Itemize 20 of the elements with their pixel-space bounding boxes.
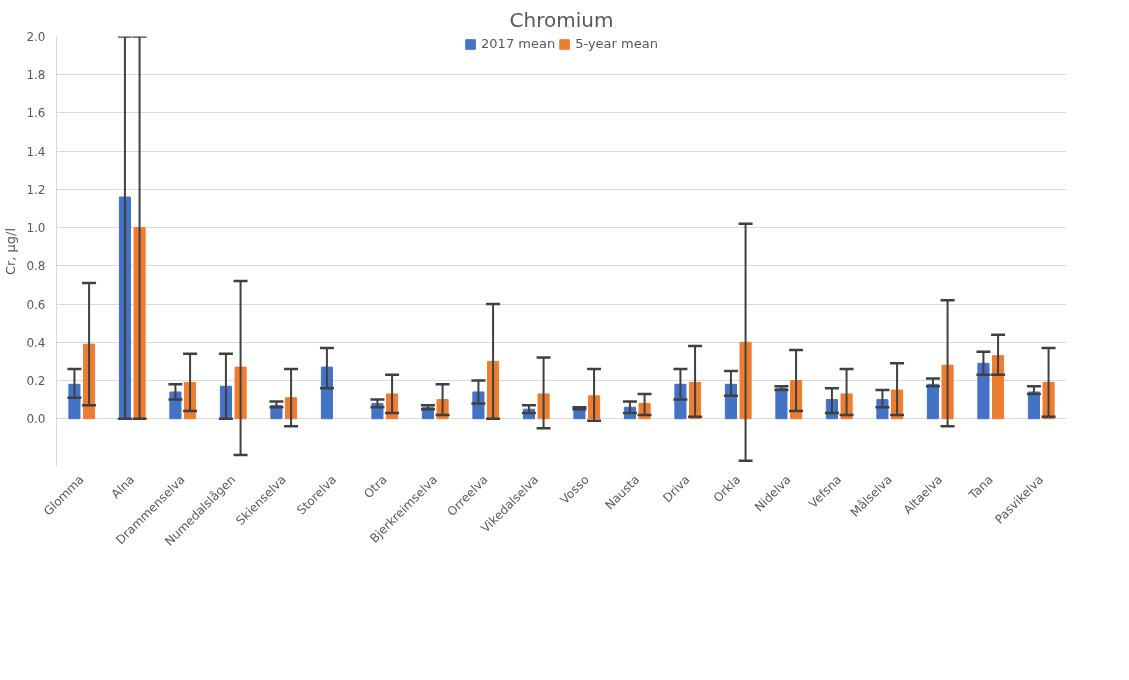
bar [926,383,939,420]
y-axis-title: Cr, µg/l [3,227,19,276]
y-tick-label: 0.6 [26,297,46,312]
y-tick-label: 1.4 [26,144,46,159]
y-tick-label: 0.2 [26,374,46,388]
y-tick-label: 1.6 [26,106,46,121]
legend-label: 5-year mean [575,36,658,51]
legend-label: 2017 mean [481,36,556,51]
y-tick-label: 0.4 [26,335,46,350]
chart-title: Chromium [509,7,614,32]
y-tick-label: 0.0 [26,412,46,427]
bar [977,362,990,420]
y-tick-label: 0.8 [26,259,46,274]
bar [775,387,788,420]
bar [992,355,1005,420]
y-tick-label: 2.0 [26,30,46,44]
y-tick-label: 1.2 [26,182,46,197]
bar [1027,391,1040,420]
y-tick-label: 1.8 [26,68,46,83]
y-tick-label: 1.0 [26,221,46,236]
